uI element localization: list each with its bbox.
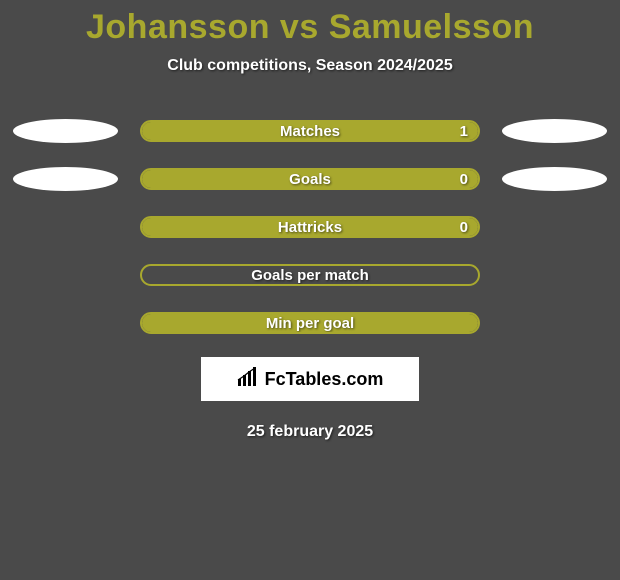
page-title: Johansson vs Samuelsson (86, 8, 534, 47)
right-ellipse (502, 119, 607, 143)
stat-value: 1 (460, 123, 468, 140)
logo: FcTables.com (237, 367, 384, 392)
stat-label: Goals per match (251, 267, 369, 284)
stat-row: Min per goal (0, 311, 620, 335)
stat-label: Hattricks (278, 219, 342, 236)
left-ellipse (13, 167, 118, 191)
stat-bar: Min per goal (140, 312, 480, 334)
left-ellipse (13, 119, 118, 143)
logo-box: FcTables.com (201, 357, 419, 401)
bar-chart-icon (237, 367, 259, 392)
stat-bar: Goals 0 (140, 168, 480, 190)
stat-row: Goals per match (0, 263, 620, 287)
stat-value: 0 (460, 219, 468, 236)
stat-row: Hattricks 0 (0, 215, 620, 239)
stat-bar: Goals per match (140, 264, 480, 286)
stat-row: Goals 0 (0, 167, 620, 191)
comparison-card: Johansson vs Samuelsson Club competition… (0, 0, 620, 441)
logo-text: FcTables.com (265, 369, 384, 390)
stat-label: Matches (280, 123, 340, 140)
stat-label: Goals (289, 171, 331, 188)
stat-value: 0 (460, 171, 468, 188)
stat-bar: Matches 1 (140, 120, 480, 142)
right-ellipse (502, 167, 607, 191)
date-label: 25 february 2025 (247, 423, 373, 441)
stat-row: Matches 1 (0, 119, 620, 143)
stat-rows: Matches 1 Goals 0 Hattricks 0 Goals per match M… (0, 119, 620, 335)
subtitle: Club competitions, Season 2024/2025 (167, 57, 452, 75)
stat-bar: Hattricks 0 (140, 216, 480, 238)
stat-label: Min per goal (266, 315, 354, 332)
